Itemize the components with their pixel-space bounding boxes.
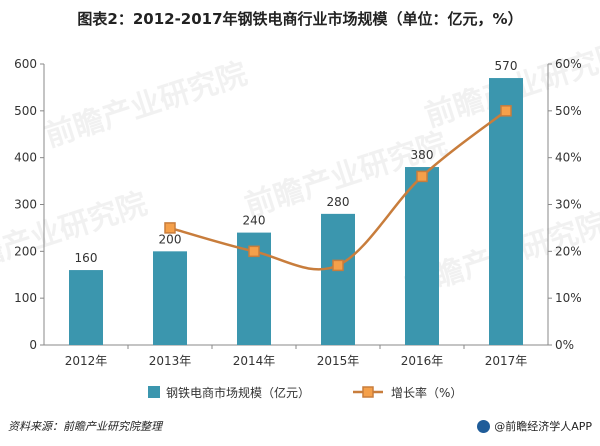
brand-logo-icon — [477, 419, 491, 433]
y-left-tick-label: 500 — [14, 104, 37, 118]
x-tick-label: 2016年 — [401, 354, 444, 368]
y-left-tick-label: 0 — [29, 338, 37, 352]
y-right-tick-label: 50% — [555, 104, 582, 118]
x-tick-label: 2017年 — [485, 354, 528, 368]
y-left-tick-label: 400 — [14, 151, 37, 165]
legend-bar-label: 钢铁电商市场规模（亿元） — [166, 385, 310, 400]
x-tick-label: 2012年 — [65, 354, 108, 368]
bar — [153, 251, 187, 345]
bar — [321, 213, 355, 345]
y-right-tick-label: 60% — [555, 57, 582, 71]
legend-line-label: 增长率（%） — [391, 385, 462, 400]
legend-bar-swatch — [148, 386, 160, 398]
source-note: 资料来源：前瞻产业研究院整理 — [8, 420, 162, 433]
growth-rate-point — [248, 245, 260, 258]
growth-rate-point — [164, 222, 176, 234]
bar — [405, 167, 439, 345]
bar-data-label: 240 — [243, 214, 266, 228]
y-right-tick-label: 20% — [555, 244, 582, 258]
y-right-tick-label: 40% — [555, 151, 582, 165]
y-right-tick-label: 0% — [555, 338, 574, 352]
y-left-tick-label: 300 — [14, 198, 37, 212]
bar-data-label: 280 — [327, 195, 350, 209]
bar-data-label: 160 — [75, 251, 98, 265]
y-right-tick-label: 30% — [555, 198, 582, 212]
chart-title: 图表2：2012-2017年钢铁电商行业市场规模（单位：亿元，%） — [77, 10, 523, 28]
bar-data-label: 380 — [411, 148, 434, 162]
y-left-tick-label: 100 — [14, 291, 37, 305]
bar-data-label: 200 — [159, 232, 182, 246]
bar — [489, 78, 523, 346]
x-tick-label: 2015年 — [317, 354, 360, 368]
bar — [69, 270, 103, 345]
growth-rate-point — [500, 105, 512, 117]
y-left-tick-label: 600 — [14, 57, 37, 71]
y-left-tick-label: 200 — [14, 244, 37, 258]
brand-text: @前瞻经济学人APP — [494, 420, 592, 433]
growth-rate-point — [332, 259, 344, 272]
brand-credit: @前瞻经济学人APP — [477, 418, 592, 434]
growth-rate-point — [416, 170, 428, 183]
y-right-tick-label: 10% — [555, 291, 582, 305]
x-tick-label: 2013年 — [149, 354, 192, 368]
legend-line-marker — [362, 386, 374, 398]
x-tick-label: 2014年 — [233, 354, 276, 368]
bar-data-label: 570 — [495, 59, 518, 73]
